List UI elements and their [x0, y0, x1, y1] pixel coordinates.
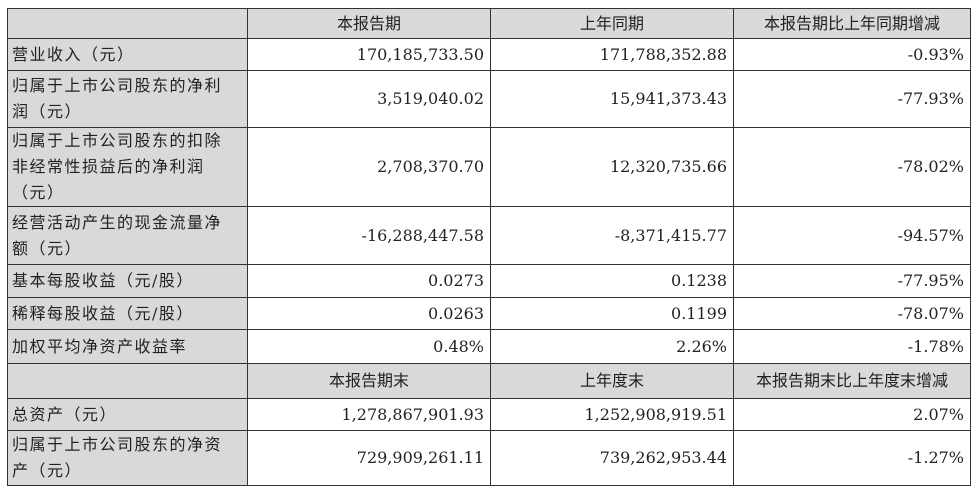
financial-summary-table: 本报告期 上年同期 本报告期比上年同期增减营业收入（元） 170,185,733.50… — [7, 8, 971, 486]
current-value: 170,185,733.50 — [247, 38, 491, 71]
column-header: 本报告期末 — [247, 363, 491, 399]
row-label-line: 经营活动产生的现金流量净 — [12, 212, 223, 232]
row-label-line: 产（元） — [12, 461, 83, 480]
row-label: 总资产（元） — [7, 398, 248, 431]
row-label-line: 基本每股收益（元/股） — [12, 271, 194, 290]
change-value: -78.07% — [733, 297, 971, 330]
row-label-line: 非经常性损益后的净利润 — [12, 157, 205, 176]
row-label-line: 归属于上市公司股东的净资 — [12, 435, 223, 454]
table-row: 基本每股收益（元/股） 0.0273 0.1238 -77.95% — [7, 264, 971, 298]
row-label: 归属于上市公司股东的净利 润（元） — [7, 70, 248, 128]
change-value: -1.27% — [733, 430, 971, 486]
current-value: 0.0273 — [247, 264, 491, 298]
row-label-line: 营业收入（元） — [12, 44, 135, 64]
prior-value: 0.1238 — [490, 264, 734, 298]
prior-value: -8,371,415.77 — [490, 206, 734, 265]
row-label: 基本每股收益（元/股） — [7, 264, 248, 298]
change-value: -0.93% — [733, 38, 971, 71]
row-label: 稀释每股收益（元/股） — [7, 297, 248, 330]
current-value: 3,519,040.02 — [247, 70, 491, 128]
column-header: 本报告期 — [247, 8, 491, 39]
change-value: -77.95% — [733, 264, 971, 298]
column-header: 本报告期比上年同期增减 — [733, 8, 971, 39]
current-value: 2,708,370.70 — [247, 127, 491, 207]
header-row: 本报告期 上年同期 本报告期比上年同期增减 — [7, 8, 971, 39]
row-label-line: 归属于上市公司股东的净利 — [12, 76, 223, 95]
prior-value: 12,320,735.66 — [490, 127, 734, 207]
column-header: 上年度末 — [490, 363, 734, 399]
table-row: 归属于上市公司股东的净利 润（元） 3,519,040.02 15,941,373.4… — [7, 70, 971, 128]
change-value: -94.57% — [733, 206, 971, 265]
header-row: 本报告期末 上年度末 本报告期末比上年度末增减 — [7, 363, 971, 399]
current-value: 0.48% — [247, 329, 491, 364]
current-value: 729,909,261.11 — [247, 430, 491, 486]
row-label: 营业收入（元） — [7, 38, 248, 71]
row-label-line: 稀释每股收益（元/股） — [12, 303, 194, 323]
change-value: 2.07% — [733, 398, 971, 431]
row-label-line: 归属于上市公司股东的扣除 — [12, 131, 223, 150]
change-value: -1.78% — [733, 329, 971, 364]
row-label: 归属于上市公司股东的扣除 非经常性损益后的净利润 （元） — [7, 127, 248, 207]
table-row: 归属于上市公司股东的扣除 非经常性损益后的净利润 （元） 2,708,370.70 12… — [7, 127, 971, 207]
current-value: -16,288,447.58 — [247, 206, 491, 265]
row-label: 经营活动产生的现金流量净 额（元） — [7, 206, 248, 265]
column-header: 上年同期 — [490, 8, 734, 39]
table-row: 营业收入（元） 170,185,733.50 171,788,352.88 -0.93… — [7, 38, 971, 71]
prior-value: 739,262,953.44 — [490, 430, 734, 486]
current-value: 0.0263 — [247, 297, 491, 330]
row-label: 加权平均净资产收益率 — [7, 329, 248, 364]
change-value: -77.93% — [733, 70, 971, 128]
row-label-line: 润（元） — [12, 102, 83, 121]
column-header — [7, 363, 248, 399]
column-header — [7, 8, 248, 39]
row-label-line: （元） — [12, 183, 65, 202]
table-row: 总资产（元） 1,278,867,901.93 1,252,908,919.51 2.… — [7, 398, 971, 431]
column-header: 本报告期末比上年度末增减 — [733, 363, 971, 399]
row-label-line: 加权平均净资产收益率 — [12, 336, 188, 356]
table-row: 经营活动产生的现金流量净 额（元） -16,288,447.58 -8,371,415… — [7, 206, 971, 265]
prior-value: 171,788,352.88 — [490, 38, 734, 71]
prior-value: 2.26% — [490, 329, 734, 364]
prior-value: 0.1199 — [490, 297, 734, 330]
prior-value: 1,252,908,919.51 — [490, 398, 734, 431]
row-label-line: 总资产（元） — [12, 404, 118, 424]
row-label-line: 额（元） — [12, 238, 83, 258]
row-label: 归属于上市公司股东的净资 产（元） — [7, 430, 248, 486]
table-row: 加权平均净资产收益率 0.48% 2.26% -1.78% — [7, 329, 971, 364]
change-value: -78.02% — [733, 127, 971, 207]
prior-value: 15,941,373.43 — [490, 70, 734, 128]
table-row: 稀释每股收益（元/股） 0.0263 0.1199 -78.07% — [7, 297, 971, 330]
current-value: 1,278,867,901.93 — [247, 398, 491, 431]
table-row: 归属于上市公司股东的净资 产（元） 729,909,261.11 739,262,95… — [7, 430, 971, 486]
